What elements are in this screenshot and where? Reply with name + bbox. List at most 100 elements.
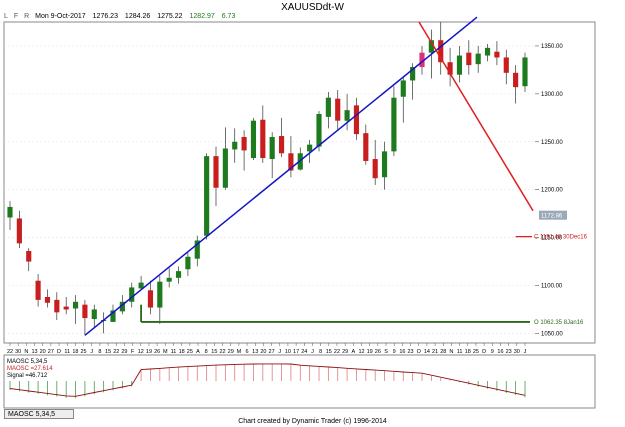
bar-open: 1276.23 (92, 13, 118, 20)
x-tick-label: 6 (246, 349, 249, 355)
bar-date: Mon 9-Oct-2017 (35, 13, 86, 20)
y-tick-label: 1250.00 (541, 140, 563, 146)
last-price-label: 1172.86 (541, 214, 563, 220)
x-tick-label: 13 (31, 349, 37, 355)
osc-name: MAOSC 5,34,5 (7, 359, 48, 365)
x-tick-label: 8 (319, 349, 322, 355)
y-tick-label: 1150.00 (541, 236, 563, 242)
x-tick-label: J (90, 349, 93, 355)
x-tick-label: 25 (473, 349, 479, 355)
indicator-tab[interactable]: MAOSC 5,34,5 (4, 409, 74, 419)
y-tick-label: 1200.00 (541, 188, 563, 194)
x-tick-label: 15 (211, 349, 217, 355)
x-tick-label: 29 (228, 349, 234, 355)
x-tick-label: 11 (171, 349, 177, 355)
candle-body (410, 67, 416, 81)
ohlc-readout: L F R Mon 9-Oct-2017 1276.23 1284.26 127… (4, 13, 240, 20)
candle-body (129, 287, 135, 302)
credit-text: Chart created by Dynamic Trader (c) 1996… (238, 418, 387, 425)
x-tick-label: 29 (342, 349, 348, 355)
candle-body (513, 72, 519, 88)
candle-body (16, 218, 22, 244)
x-tick-label: 27 (269, 349, 275, 355)
x-tick-label: S (384, 349, 388, 355)
last-price-box (539, 210, 567, 220)
flag-l[interactable]: L (4, 13, 8, 20)
osc-signal: Signal =46.712 (7, 373, 48, 379)
x-tick-label: F (131, 349, 135, 355)
candle-body (475, 53, 481, 65)
candle-body (54, 299, 60, 313)
time-axis: 22 30 N 13 20 27 D 11 18 25 J 8 15 22 29 F 12 19 26 M 11 18 25… (7, 343, 527, 355)
candle-body (325, 97, 331, 117)
x-tick-label: M (163, 349, 168, 355)
y-tick-label: 1300.00 (541, 92, 563, 98)
x-tick-label: 24 (301, 349, 307, 355)
x-tick-label: 10 (285, 349, 291, 355)
oscillator-histogram (9, 363, 526, 399)
candle-body (166, 277, 172, 282)
x-tick-label: 8 (205, 349, 208, 355)
x-tick-label: 16 (497, 349, 503, 355)
y-tick-label: 1350.00 (541, 44, 563, 50)
candle-body (119, 301, 125, 312)
candle-body (175, 271, 182, 278)
support-label: O 1062.35 8Jan16 (534, 320, 584, 326)
candles (7, 22, 528, 336)
osc-signal-line (9, 363, 526, 397)
x-tick-label: 20 (260, 349, 266, 355)
x-tick-label: 21 (432, 349, 438, 355)
x-tick-label: 25 (187, 349, 193, 355)
x-tick-label: 11 (64, 349, 70, 355)
candle-body (381, 151, 388, 178)
candle-body (344, 110, 350, 121)
bar-change: 6.73 (221, 13, 236, 20)
resistance-label: C 1151.46 30Dec16 (534, 235, 588, 241)
candle-body (503, 57, 509, 73)
downtrend-line (418, 21, 534, 212)
uptrend-line (84, 16, 478, 336)
x-tick-label: 22 (219, 349, 225, 355)
candle-body (391, 97, 397, 152)
candle-body (428, 40, 434, 53)
candle-body (288, 153, 294, 171)
x-tick-label: 26 (375, 349, 381, 355)
x-tick-label: D (57, 349, 61, 355)
x-tick-label: 18 (179, 349, 185, 355)
candle-body (91, 309, 97, 320)
candle-body (222, 148, 228, 188)
candle-body (353, 105, 360, 135)
candle-body (307, 144, 313, 152)
candle-body (138, 282, 144, 289)
x-tick-label: 22 (113, 349, 119, 355)
flag-r[interactable]: R (24, 13, 30, 20)
price-grid (4, 45, 535, 334)
x-tick-label: 8 (98, 349, 101, 355)
candle-body (335, 98, 341, 121)
candle-body (316, 113, 322, 147)
x-tick-label: 15 (105, 349, 111, 355)
candle-body (147, 290, 154, 308)
candle-body (232, 141, 238, 150)
candle-body (35, 280, 41, 300)
candle-body (522, 57, 528, 87)
x-tick-label: O (417, 349, 422, 355)
trendlines (84, 16, 534, 336)
x-tick-label: 26 (154, 349, 160, 355)
x-tick-label: 12 (358, 349, 364, 355)
x-tick-label: N (24, 349, 28, 355)
x-tick-label: 11 (457, 349, 463, 355)
candle-body (438, 40, 444, 63)
x-tick-label: 13 (252, 349, 258, 355)
x-tick-label: N (449, 349, 453, 355)
candle-body (241, 136, 247, 151)
x-tick-label: 19 (367, 349, 373, 355)
x-tick-label: 30 (514, 349, 520, 355)
candle-body (456, 55, 463, 75)
flag-f[interactable]: F (13, 13, 19, 20)
x-tick-label: D (482, 349, 486, 355)
price-axis: 1050.00 1100.00 1150.00 1200.00 1250.00 1300.… (535, 44, 563, 337)
candle-body (204, 156, 210, 236)
x-tick-label: 19 (146, 349, 152, 355)
